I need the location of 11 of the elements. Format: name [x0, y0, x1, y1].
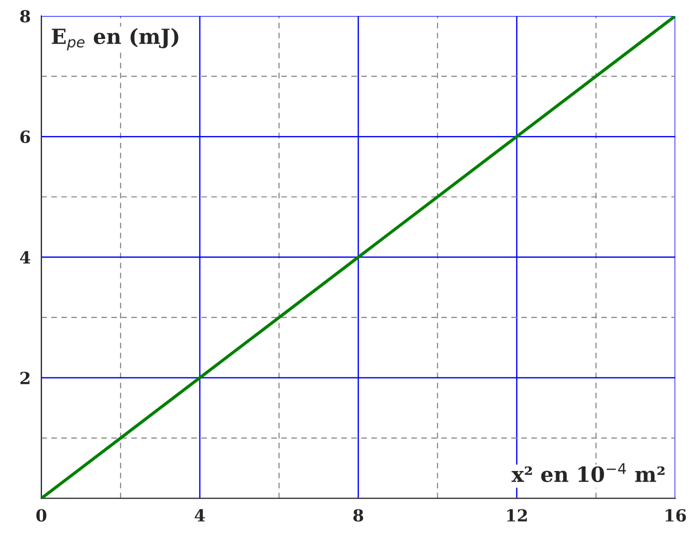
- y-tick-label: 6: [20, 130, 30, 144]
- x-tick-label: 12: [507, 509, 527, 522]
- x-tick-label: 8: [353, 509, 364, 522]
- x-tick-label: 4: [194, 509, 205, 522]
- x-tick-label: 16: [666, 509, 686, 522]
- x-axis-title: x² en 10$^{−4}$ m²: [512, 463, 665, 482]
- x-tick-label: 0: [36, 509, 46, 522]
- y-tick-label: 2: [20, 372, 30, 384]
- y-axis-title: E$_{pe}$ en (mJ): [52, 28, 178, 50]
- y-tick-label: 4: [20, 251, 30, 264]
- y-tick-label: 8: [20, 10, 30, 23]
